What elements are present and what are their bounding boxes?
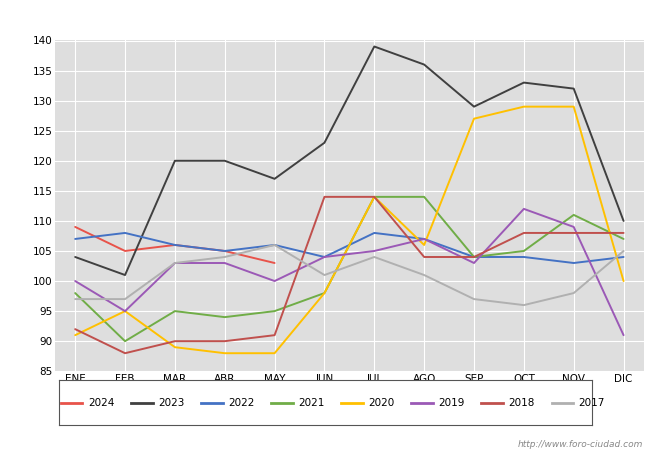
Text: 2024: 2024 <box>88 398 114 408</box>
Text: 2019: 2019 <box>438 398 465 408</box>
Text: Afiliados en Villarino de los Aires a 31/5/2024: Afiliados en Villarino de los Aires a 31… <box>144 10 506 26</box>
Text: 2018: 2018 <box>508 398 534 408</box>
Text: 2017: 2017 <box>578 398 604 408</box>
Text: http://www.foro-ciudad.com: http://www.foro-ciudad.com <box>518 440 644 449</box>
Text: 2020: 2020 <box>368 398 395 408</box>
Text: 2021: 2021 <box>298 398 324 408</box>
Text: 2022: 2022 <box>228 398 254 408</box>
Text: 2023: 2023 <box>158 398 184 408</box>
